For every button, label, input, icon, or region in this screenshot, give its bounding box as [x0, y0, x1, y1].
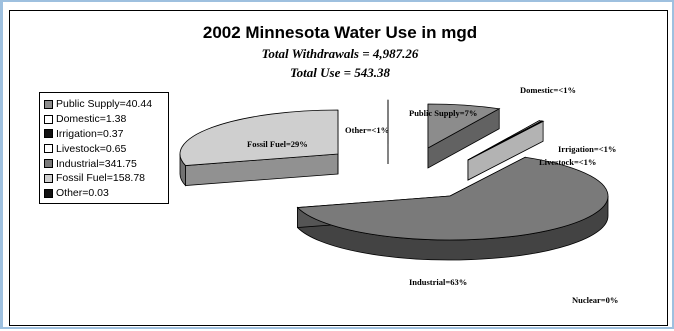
- pie-slice-industrial: [298, 157, 608, 240]
- slice-label-fossil-fuel: Fossil Fuel=29%: [247, 139, 308, 149]
- slice-label-irrigation: Irrigation=<1%: [558, 144, 616, 154]
- slice-label-livestock: Livestock=<1%: [539, 157, 596, 167]
- slice-label-other: Other=<1%: [345, 125, 389, 135]
- slice-label-domestic: Domestic=<1%: [520, 85, 576, 95]
- slice-label-nuclear: Nuclear=0%: [572, 295, 618, 305]
- slice-label-industrial: Industrial=63%: [409, 277, 467, 287]
- slice-label-public-supply: Public Supply=7%: [409, 108, 477, 118]
